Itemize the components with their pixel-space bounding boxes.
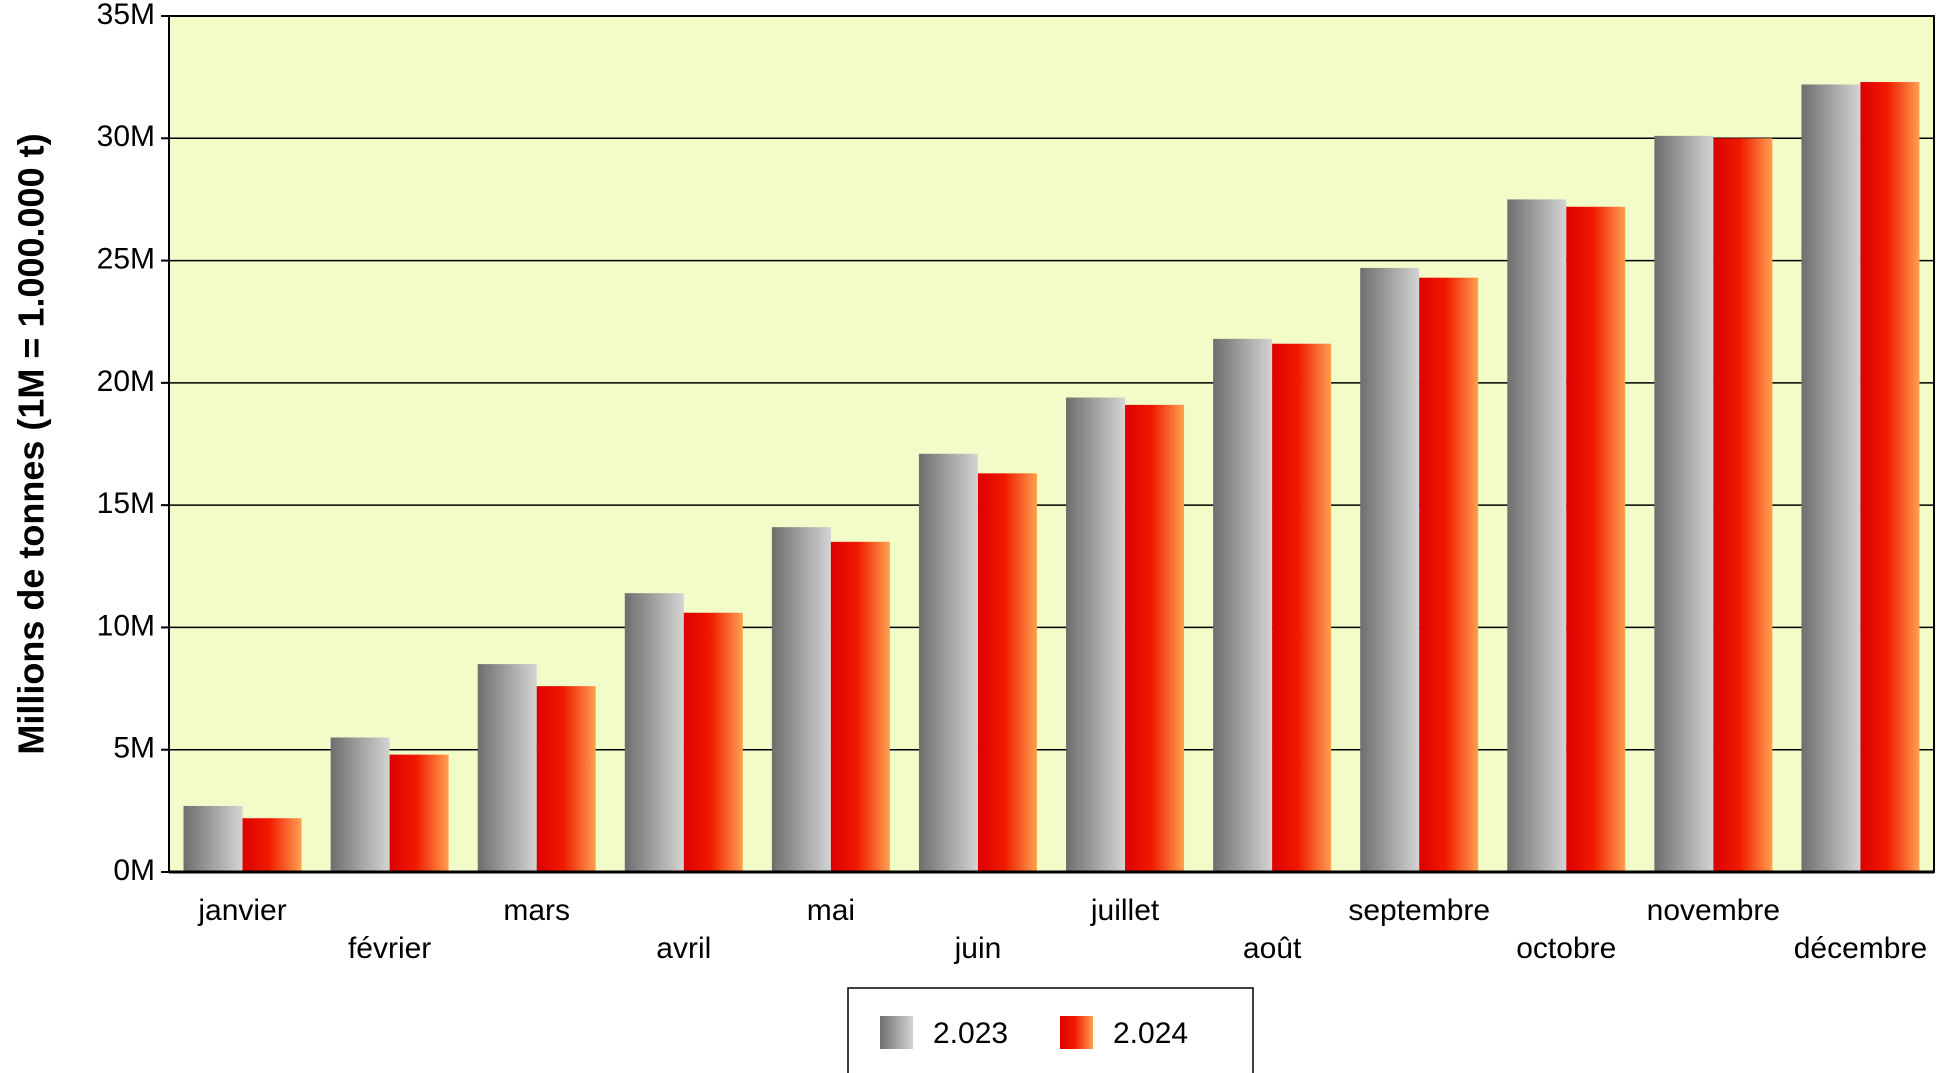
x-tick-label: août: [1243, 932, 1302, 965]
x-tick-label: novembre: [1647, 894, 1780, 927]
y-tick-label: 35M: [97, 0, 155, 31]
bar-2.024-février: [389, 754, 449, 872]
bar-2.024-juin: [977, 473, 1037, 872]
bar-2.023-août: [1213, 338, 1273, 872]
y-axis-ticks: 0M 5M 10M 15M 20M 25M 30M 35M: [97, 0, 169, 887]
legend-label-2023: 2.023: [933, 1017, 1008, 1050]
bar-2.023-octobre: [1507, 199, 1567, 872]
y-tick-label: 5M: [113, 732, 155, 765]
bar-2.023-janvier: [183, 805, 243, 872]
legend-label-2024: 2.024: [1113, 1017, 1188, 1050]
y-axis-label: Millions de tonnes (1M = 1.000.000 t): [11, 133, 52, 754]
x-tick-label: juin: [954, 932, 1002, 965]
y-tick-label: 15M: [97, 487, 155, 520]
bar-2.024-octobre: [1566, 206, 1626, 872]
legend-swatch-2023: [880, 1016, 913, 1049]
x-tick-label: février: [348, 932, 431, 965]
bar-2.024-mars: [536, 686, 596, 872]
legend: 2.023 2.024: [847, 987, 1254, 1073]
x-tick-label: juillet: [1090, 894, 1160, 927]
x-tick-label: avril: [656, 932, 711, 965]
x-tick-label: décembre: [1794, 932, 1927, 965]
x-tick-label: septembre: [1348, 894, 1490, 927]
y-tick-label: 0M: [113, 854, 155, 887]
bar-2.024-décembre: [1860, 82, 1920, 872]
legend-box: [847, 987, 1254, 1073]
bar-2.023-juin: [918, 453, 978, 872]
y-tick-label: 10M: [97, 609, 155, 642]
bar-2.024-septembre: [1419, 277, 1479, 873]
y-tick-label: 25M: [97, 242, 155, 275]
y-tick-label: 20M: [97, 365, 155, 398]
x-tick-label: janvier: [197, 894, 286, 927]
bar-2.023-juillet: [1066, 397, 1126, 872]
plot-area: [168, 15, 1935, 873]
bar-2.023-septembre: [1360, 267, 1420, 872]
y-tick-label: 30M: [97, 120, 155, 153]
bar-2.024-mai: [830, 541, 890, 872]
bar-2.024-août: [1272, 343, 1332, 872]
bar-2.023-décembre: [1801, 84, 1861, 873]
x-tick-label: mai: [807, 894, 855, 927]
bar-2.024-janvier: [242, 818, 302, 872]
bar-2.023-avril: [624, 593, 684, 872]
bar-2.023-novembre: [1654, 135, 1714, 873]
bar-2.023-mars: [477, 664, 537, 872]
bar-2.024-avril: [683, 612, 743, 872]
x-axis-labels: janvier février mars avril mai juin juillet aoû…: [197, 894, 1927, 965]
x-tick-label: mars: [503, 894, 570, 927]
bar-2.023-février: [330, 737, 390, 872]
bar-2.024-novembre: [1713, 138, 1773, 873]
bar-2.024-juillet: [1125, 404, 1185, 872]
x-tick-label: octobre: [1516, 932, 1616, 965]
legend-swatch-2024: [1060, 1016, 1093, 1049]
bars: [183, 82, 1920, 873]
gridlines: [169, 137, 1934, 751]
bar-2.023-mai: [771, 527, 831, 872]
